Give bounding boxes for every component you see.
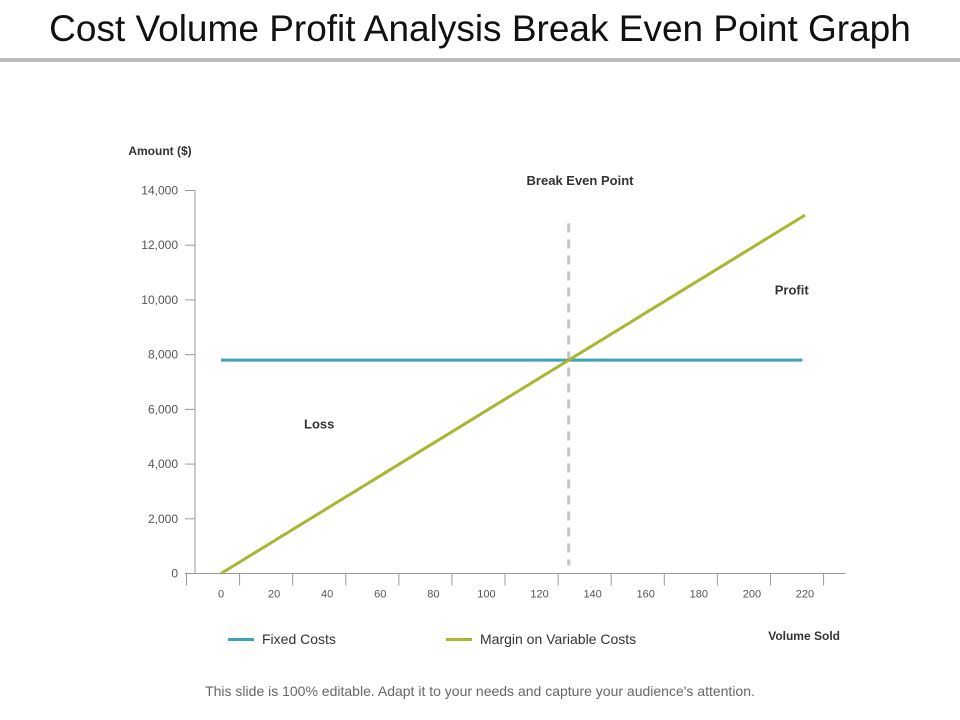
footer-note: This slide is 100% editable. Adapt it to… — [205, 683, 755, 699]
x-tick-label: 220 — [796, 589, 814, 601]
legend-fixed-costs: Fixed Costs — [228, 630, 336, 648]
x-tick-label: 120 — [530, 589, 548, 601]
y-tick-label: 0 — [171, 567, 178, 581]
x-tick-label: 80 — [427, 589, 439, 601]
y-tick-label: 14,000 — [141, 184, 178, 198]
y-tick-label: 2,000 — [148, 512, 178, 526]
profit-label: Profit — [775, 282, 810, 297]
y-axis-title: Amount ($) — [128, 144, 191, 158]
x-tick-label: 160 — [637, 589, 655, 601]
legend-fixed-costs-swatch — [228, 637, 254, 641]
title-divider — [0, 58, 960, 62]
legend-variable-costs-label: Margin on Variable Costs — [480, 631, 637, 647]
x-tick-label: 100 — [477, 589, 495, 601]
x-tick-label: 20 — [268, 589, 280, 601]
y-tick-label: 10,000 — [141, 293, 178, 307]
x-tick-label: 140 — [583, 589, 601, 601]
slide-title: Cost Volume Profit Analysis Break Even P… — [49, 8, 911, 49]
y-tick-label: 4,000 — [148, 457, 178, 471]
legend-variable-costs: Margin on Variable Costs — [446, 630, 636, 648]
x-tick-label: 200 — [743, 589, 761, 601]
y-tick-label: 8,000 — [148, 348, 178, 362]
y-tick-label: 6,000 — [148, 402, 178, 416]
legend-fixed-costs-label: Fixed Costs — [262, 631, 336, 647]
x-tick-label: 0 — [218, 589, 224, 601]
variable-costs-line — [220, 213, 806, 575]
x-tick-label: 60 — [374, 589, 386, 601]
break-even-label: Break Even Point — [527, 173, 635, 188]
y-tick-label: 12,000 — [141, 238, 178, 252]
x-tick-label: 40 — [321, 589, 333, 601]
loss-label: Loss — [304, 417, 334, 432]
x-tick-label: 180 — [690, 589, 708, 601]
x-axis-title: Volume Sold — [768, 629, 840, 643]
legend-variable-costs-swatch — [446, 637, 472, 641]
